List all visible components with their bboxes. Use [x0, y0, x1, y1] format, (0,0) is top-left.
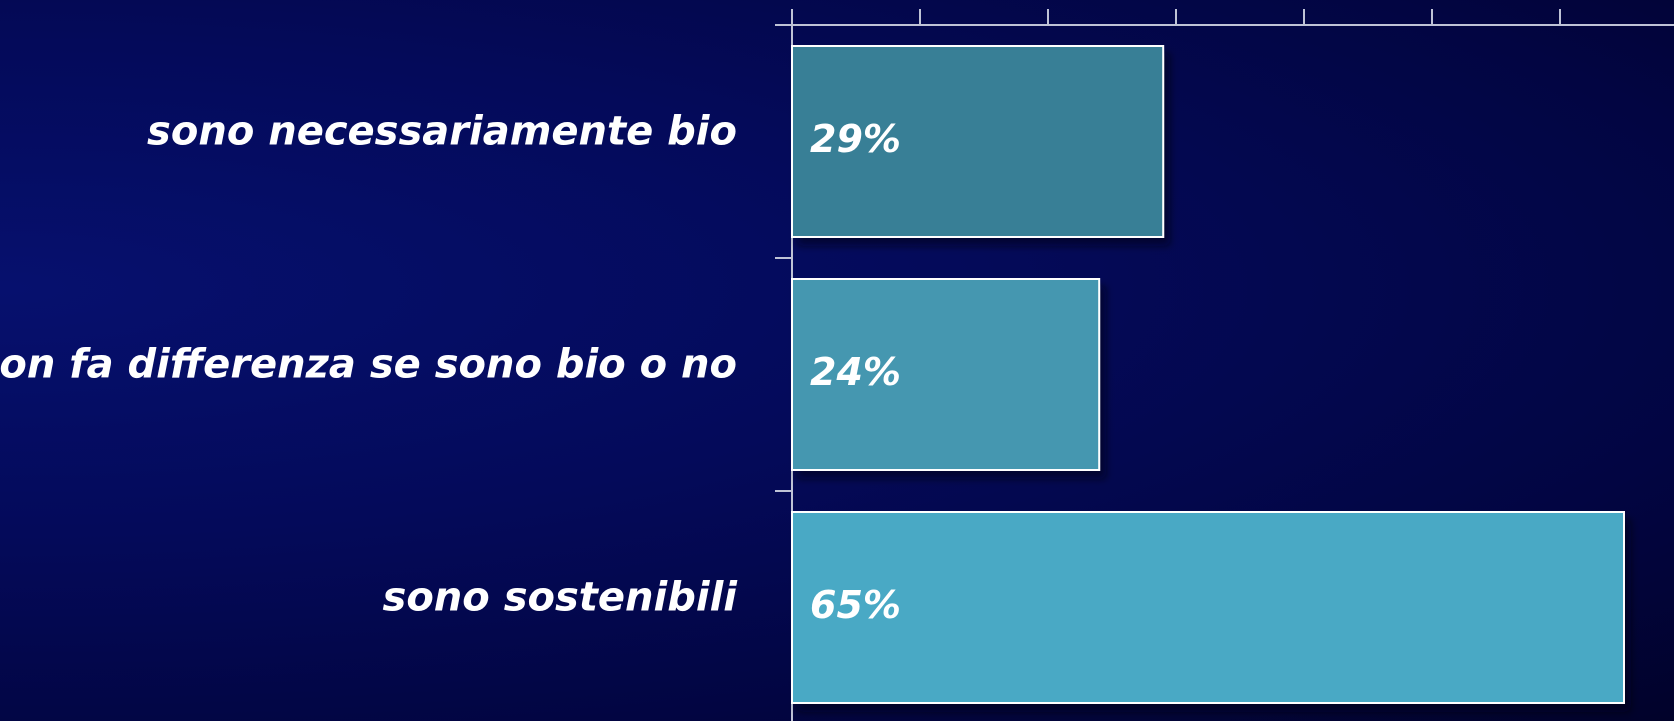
bar	[791, 45, 1165, 238]
bar	[791, 278, 1101, 471]
category-label: non fa differenza se sono bio o no	[0, 342, 737, 388]
chart-labels: sono necessariamente bio 29% non fa differ…	[0, 109, 901, 628]
bar	[791, 511, 1625, 704]
category-label: sono sostenibili	[383, 575, 739, 621]
chart-bars	[791, 45, 1625, 704]
data-label: 29%	[810, 117, 901, 161]
category-label: sono necessariamente bio	[147, 109, 737, 155]
data-label: 24%	[810, 350, 901, 394]
data-label: 65%	[810, 583, 901, 627]
